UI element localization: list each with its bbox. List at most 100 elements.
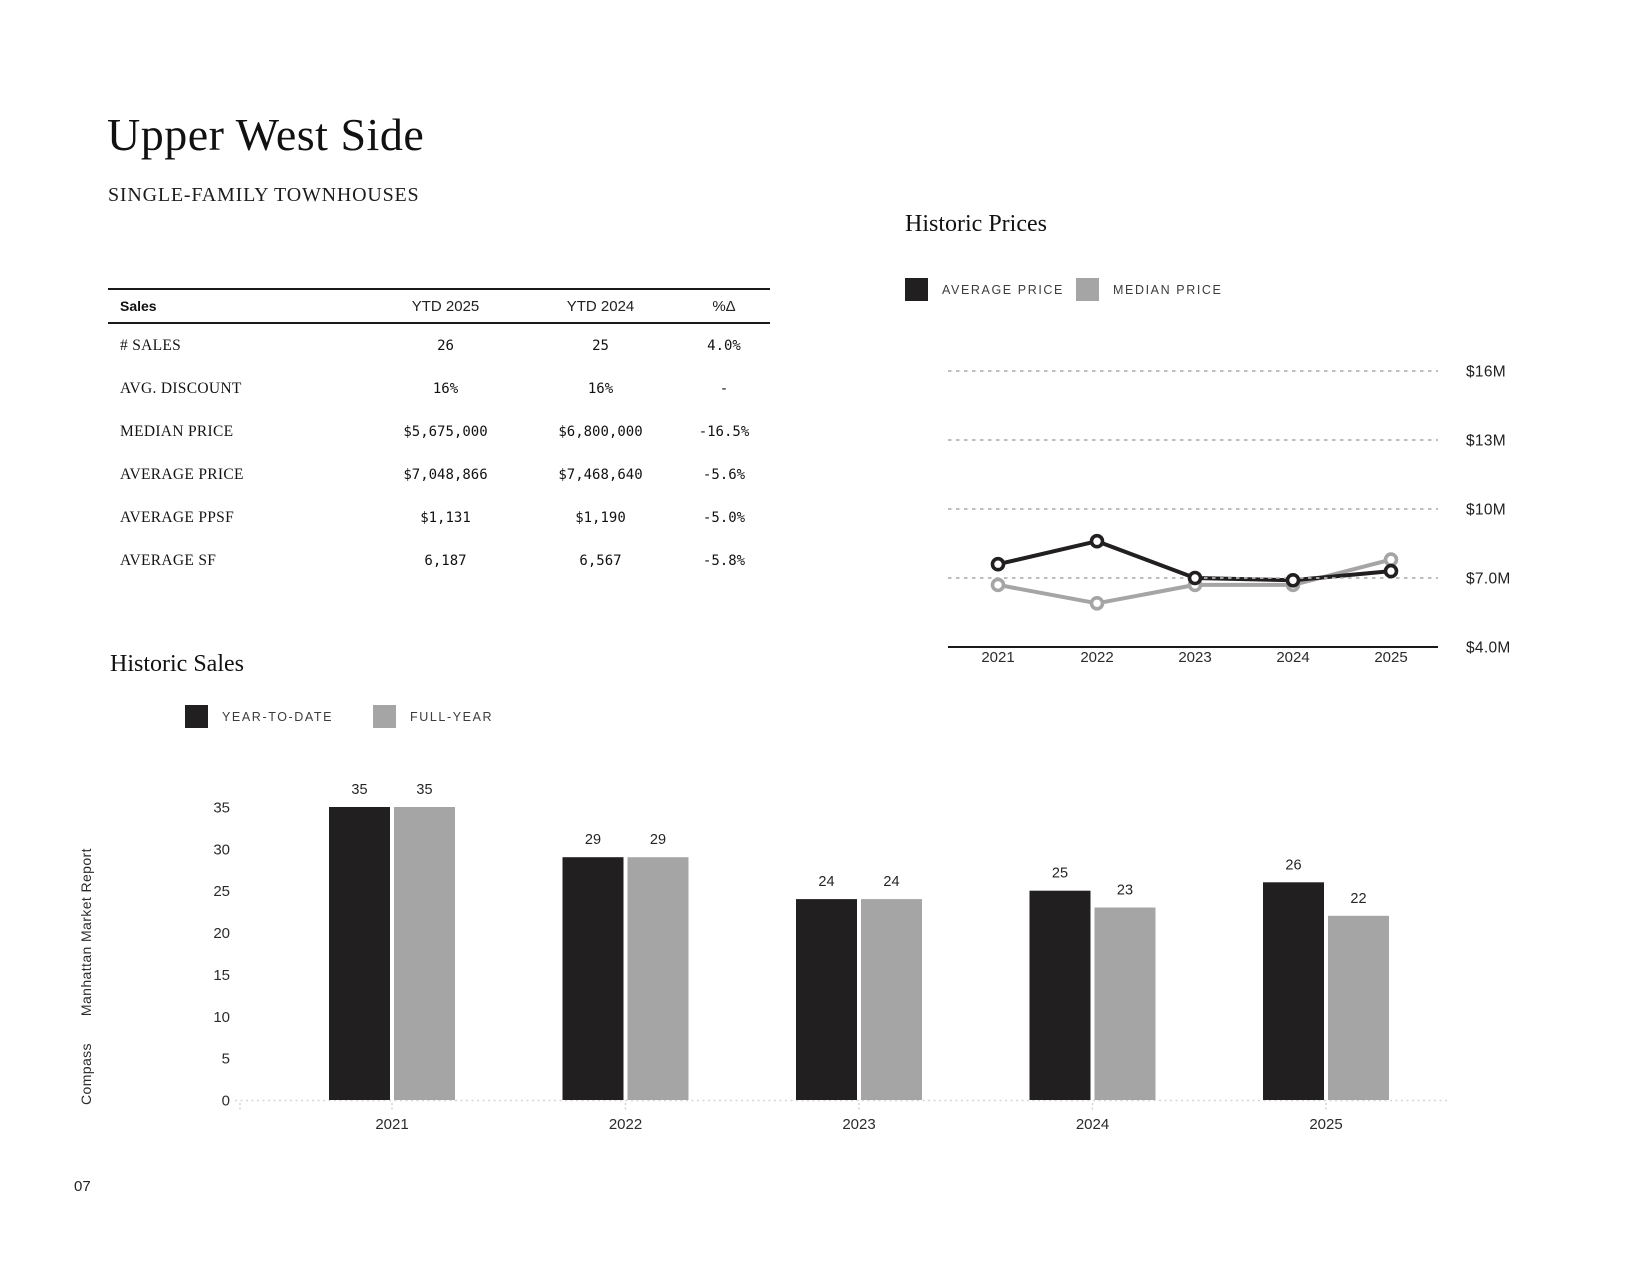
year-to-date-swatch-icon xyxy=(185,705,208,728)
median-price-swatch-icon xyxy=(1076,278,1099,301)
y-axis-label-$16M: $16M xyxy=(1466,364,1506,381)
ytd-value-label-2022: 29 xyxy=(585,832,601,848)
full-year-value-label-2024: 23 xyxy=(1117,883,1133,899)
y-axis-tick-15: 15 xyxy=(213,967,230,984)
ytd-bar-2023 xyxy=(796,899,857,1100)
legend-label: MEDIAN PRICE xyxy=(1113,282,1223,297)
column-header-pct-change: %Δ xyxy=(712,297,736,315)
row-value-ytd-2025: 26 xyxy=(437,337,454,354)
full-year-value-label-2021: 35 xyxy=(416,782,432,798)
table-row: AVERAGE PPSF $1,131 $1,190 -5.0% xyxy=(108,496,770,539)
legend-label: AVERAGE PRICE xyxy=(942,282,1064,297)
x-axis-label-2024: 2024 xyxy=(1276,649,1309,666)
full-year-bar-2021 xyxy=(394,807,455,1100)
brand-name: Compass xyxy=(78,1043,94,1105)
ytd-bar-2022 xyxy=(562,857,624,1100)
row-value-ytd-2025: $7,048,866 xyxy=(403,466,488,483)
sidebar-vertical-text: Compass Manhattan Market Report xyxy=(78,848,94,1105)
y-axis-label-$10M: $10M xyxy=(1466,502,1506,519)
historic-sales-chart: 35 30 25 20 15 10 5 0 35 35 2021 29 29 2022 24 24 2023 25… xyxy=(213,782,1450,1133)
y-axis-tick-30: 30 xyxy=(213,841,230,858)
legend-label: FULL-YEAR xyxy=(410,709,494,724)
legend-label: YEAR-TO-DATE xyxy=(222,709,334,724)
median-price-marker-2022 xyxy=(1089,595,1105,611)
row-label: AVERAGE SF xyxy=(120,551,217,569)
ytd-value-label-2024: 25 xyxy=(1052,866,1068,882)
legend-item-year-to-date: YEAR-TO-DATE xyxy=(185,705,333,728)
y-axis-tick-0: 0 xyxy=(222,1093,230,1110)
table-row: # SALES 26 25 4.0% xyxy=(108,324,770,367)
page-title: Upper West Side xyxy=(107,109,425,160)
x-axis-label-2024: 2024 xyxy=(1076,1116,1109,1133)
full-year-value-label-2025: 22 xyxy=(1350,891,1366,907)
row-value-ytd-2024: $6,800,000 xyxy=(558,423,643,440)
x-axis-label-2022: 2022 xyxy=(1080,649,1113,666)
full-year-bar-2025 xyxy=(1328,915,1389,1100)
x-axis-label-2022: 2022 xyxy=(609,1116,642,1133)
sales-table-header: Sales YTD 2025 YTD 2024 %Δ xyxy=(108,288,770,324)
x-axis-label-2021: 2021 xyxy=(981,649,1014,666)
row-value-pct-change: -5.8% xyxy=(702,552,746,569)
row-label: AVG. DISCOUNT xyxy=(120,379,242,397)
average-price-marker-2021 xyxy=(990,556,1006,572)
ytd-bar-2025 xyxy=(1263,882,1324,1100)
y-axis-label-$13M: $13M xyxy=(1466,433,1506,450)
page-number: 07 xyxy=(74,1178,91,1195)
median-price-marker-2025 xyxy=(1383,552,1399,567)
table-row: AVERAGE PRICE $7,048,866 $7,468,640 -5.6… xyxy=(108,453,770,496)
x-axis-label-2021: 2021 xyxy=(375,1116,408,1133)
column-header-ytd-2025: YTD 2025 xyxy=(411,297,480,315)
row-value-ytd-2025: $5,675,000 xyxy=(403,423,488,440)
historic-sales-title: Historic Sales xyxy=(110,651,244,677)
x-axis-label-2023: 2023 xyxy=(1178,649,1211,666)
row-value-pct-change: -5.0% xyxy=(702,509,746,526)
average-price-marker-2022 xyxy=(1089,533,1105,549)
row-value-ytd-2024: 25 xyxy=(592,337,609,354)
table-row: AVG. DISCOUNT 16% 16% - xyxy=(108,367,770,410)
ytd-value-label-2023: 24 xyxy=(818,874,834,890)
y-axis-label-$7.0M: $7.0M xyxy=(1466,571,1511,588)
full-year-swatch-icon xyxy=(373,705,396,728)
x-axis-label-2025: 2025 xyxy=(1374,649,1407,666)
historic-prices-chart: $16M $13M $10M $7.0M $4.0M 2021 2022 2023 2024 20… xyxy=(948,364,1511,666)
row-value-pct-change: - xyxy=(719,380,729,397)
average-price-marker-2023 xyxy=(1187,570,1203,586)
row-value-pct-change: 4.0% xyxy=(707,337,741,354)
full-year-bar-2022 xyxy=(627,857,689,1100)
table-row: AVERAGE SF 6,187 6,567 -5.8% xyxy=(108,539,770,582)
table-row: MEDIAN PRICE $5,675,000 $6,800,000 -16.5… xyxy=(108,410,770,453)
row-label: AVERAGE PPSF xyxy=(120,508,235,526)
median-price-marker-2021 xyxy=(990,577,1006,593)
y-axis-tick-25: 25 xyxy=(213,883,230,900)
sales-table: Sales YTD 2025 YTD 2024 %Δ # SALES 26 25… xyxy=(108,288,770,582)
row-value-ytd-2024: 16% xyxy=(587,380,614,397)
legend-item-median-price: MEDIAN PRICE xyxy=(1076,278,1223,301)
y-axis-label-$4.0M: $4.0M xyxy=(1466,640,1511,657)
column-header-sales: Sales xyxy=(120,298,157,314)
full-year-bar-2023 xyxy=(861,899,922,1100)
column-header-ytd-2024: YTD 2024 xyxy=(566,297,635,315)
x-axis-label-2025: 2025 xyxy=(1309,1116,1342,1133)
full-year-bar-2024 xyxy=(1094,907,1156,1100)
ytd-bar-2021 xyxy=(329,807,390,1100)
x-axis-label-2023: 2023 xyxy=(842,1116,875,1133)
ytd-value-label-2025: 26 xyxy=(1285,857,1301,873)
average-price-marker-2024 xyxy=(1285,573,1301,588)
page-subtitle: SINGLE-FAMILY TOWNHOUSES xyxy=(108,184,420,206)
row-value-ytd-2024: 6,567 xyxy=(579,552,622,569)
average-price-swatch-icon xyxy=(905,278,928,301)
legend-item-full-year: FULL-YEAR xyxy=(373,705,493,728)
ytd-bar-2024 xyxy=(1029,890,1091,1100)
y-axis-tick-10: 10 xyxy=(213,1009,230,1026)
row-value-ytd-2024: $7,468,640 xyxy=(558,466,643,483)
row-label: # SALES xyxy=(120,336,182,354)
historic-prices-title: Historic Prices xyxy=(905,211,1047,237)
legend-item-average-price: AVERAGE PRICE xyxy=(905,278,1064,301)
y-axis-tick-35: 35 xyxy=(213,800,230,817)
y-axis-tick-20: 20 xyxy=(213,925,230,942)
full-year-value-label-2023: 24 xyxy=(883,874,899,890)
report-name: Manhattan Market Report xyxy=(78,848,94,1017)
row-value-pct-change: -5.6% xyxy=(702,466,746,483)
y-axis-tick-5: 5 xyxy=(222,1051,230,1068)
